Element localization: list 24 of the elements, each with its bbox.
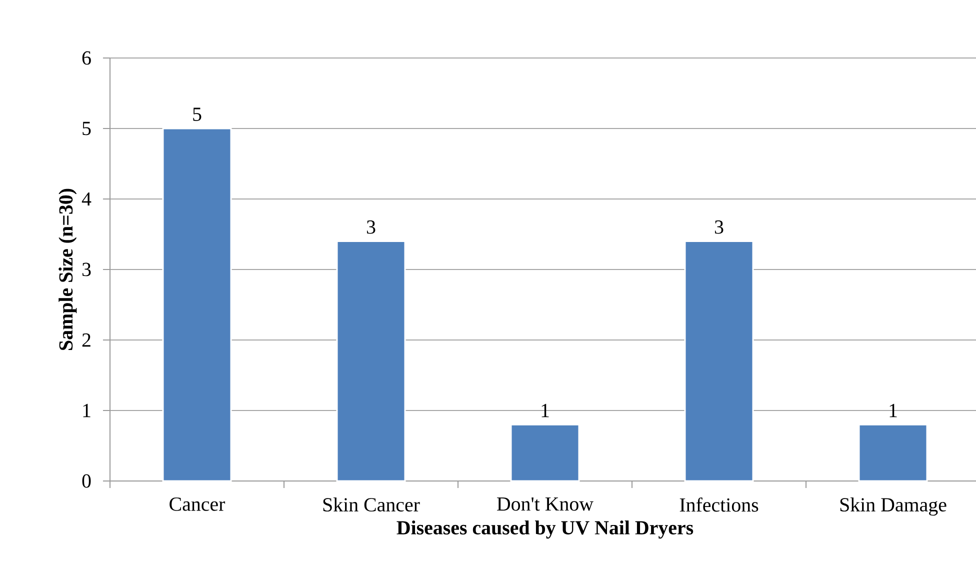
bar [684,240,754,482]
x-tick-label: Don't Know [497,498,594,511]
x-tick-label: Skin Damage [840,498,946,516]
y-tick-label: 5 [82,122,91,136]
y-axis-title: Sample Size (n=30) [58,188,77,350]
y-tick-label: 0 [82,474,91,488]
data-label: 5 [193,108,202,121]
y-tick-label: 1 [83,404,90,418]
y-tick-label: 6 [82,51,91,65]
x-axis-title: Diseases caused by UV Nail Dryers [396,520,694,539]
x-tick-label: Skin Cancer [323,498,420,512]
data-label: 3 [366,220,376,234]
y-tick-label: 4 [82,192,92,206]
x-tick-label: Infections [680,498,758,512]
data-label: 1 [890,404,897,418]
bar [858,424,928,482]
bar [336,240,406,482]
y-tick-label: 3 [82,262,91,276]
x-tick-label: Cancer [170,498,226,511]
data-label: 1 [542,404,549,418]
bar [510,424,580,482]
y-tick-label: 2 [82,333,90,347]
data-label: 3 [714,220,724,234]
bar [162,128,232,482]
